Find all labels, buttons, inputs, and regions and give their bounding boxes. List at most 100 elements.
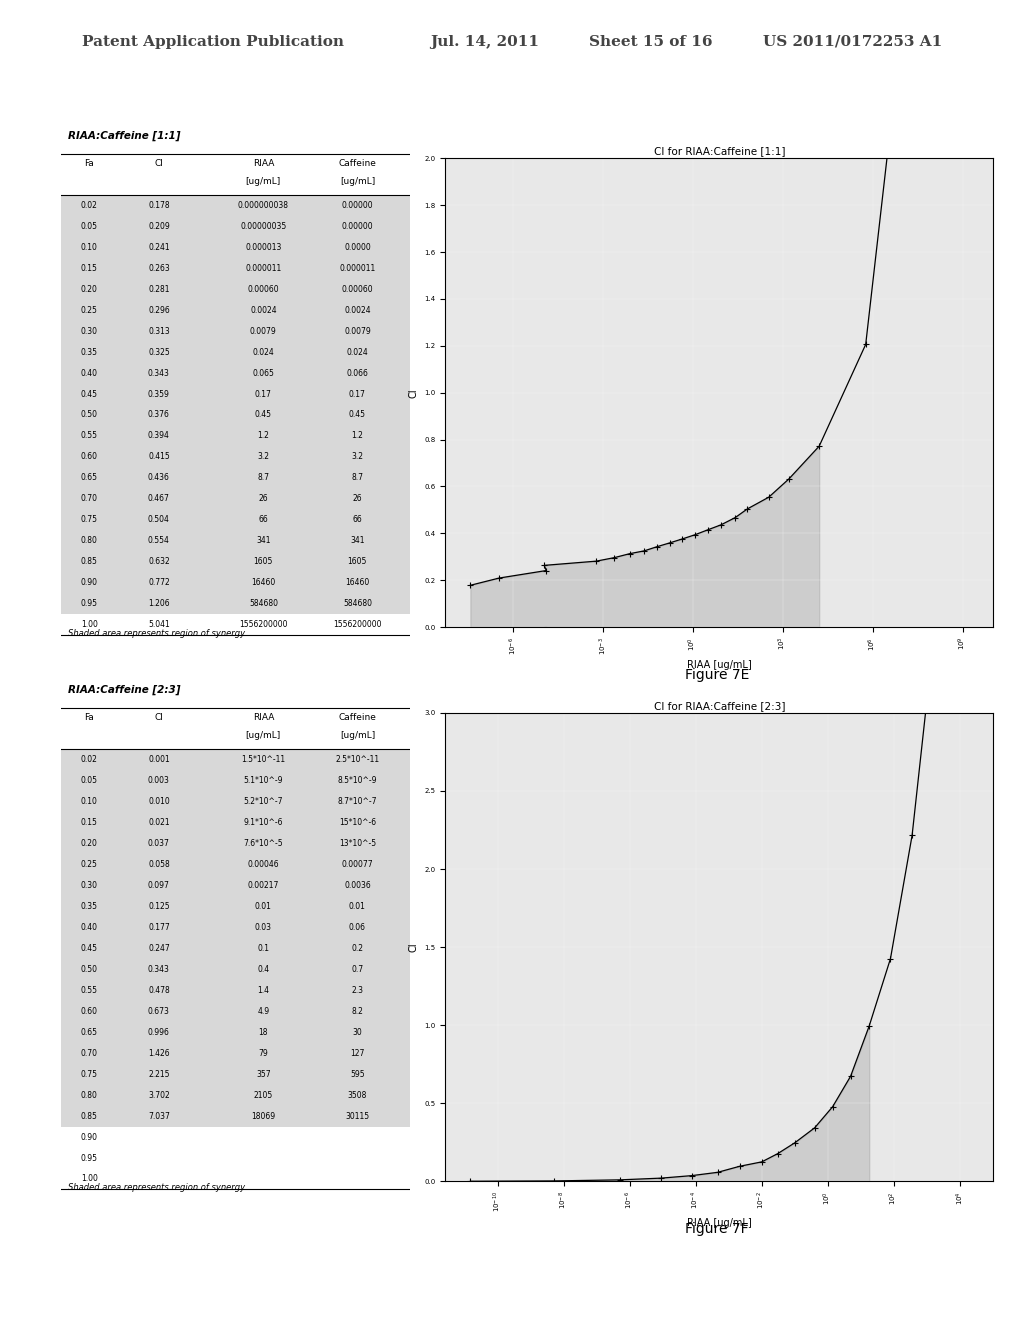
Text: 0.000000038: 0.000000038 bbox=[238, 201, 289, 210]
Text: 0.65: 0.65 bbox=[81, 1028, 98, 1036]
Bar bbox=[61, 812, 410, 833]
Bar bbox=[61, 384, 410, 404]
Text: Shaded area represents region of synergy: Shaded area represents region of synergy bbox=[69, 628, 246, 638]
Bar bbox=[61, 1106, 410, 1126]
Bar bbox=[61, 321, 410, 342]
Text: 0.10: 0.10 bbox=[81, 797, 97, 807]
Text: 1556200000: 1556200000 bbox=[333, 620, 382, 630]
Bar bbox=[61, 939, 410, 958]
Y-axis label: CI: CI bbox=[409, 388, 419, 397]
Text: 0.0000: 0.0000 bbox=[344, 243, 371, 252]
Text: 7.037: 7.037 bbox=[148, 1111, 170, 1121]
Text: 0.7: 0.7 bbox=[351, 965, 364, 974]
Bar bbox=[61, 1022, 410, 1043]
Text: 8.7*10^-7: 8.7*10^-7 bbox=[338, 797, 377, 807]
Text: 0.35: 0.35 bbox=[81, 902, 98, 911]
Bar bbox=[61, 750, 410, 771]
Text: 8.2: 8.2 bbox=[351, 1007, 364, 1016]
Text: 79: 79 bbox=[258, 1048, 268, 1057]
Text: 0.343: 0.343 bbox=[148, 368, 170, 378]
Bar bbox=[61, 404, 410, 425]
Text: 0.4: 0.4 bbox=[257, 965, 269, 974]
Text: 0.35: 0.35 bbox=[81, 347, 98, 356]
Text: 9.1*10^-6: 9.1*10^-6 bbox=[244, 818, 283, 828]
Text: 0.058: 0.058 bbox=[148, 861, 170, 869]
Bar bbox=[61, 195, 410, 216]
Text: RIAA:Caffeine [1:1]: RIAA:Caffeine [1:1] bbox=[69, 131, 181, 141]
Text: 584680: 584680 bbox=[343, 599, 372, 609]
Text: 4.9: 4.9 bbox=[257, 1007, 269, 1016]
Text: 0.00046: 0.00046 bbox=[248, 861, 280, 869]
Bar bbox=[61, 572, 410, 593]
Text: 0.478: 0.478 bbox=[148, 986, 170, 995]
Text: 5.041: 5.041 bbox=[148, 620, 170, 630]
Text: 0.178: 0.178 bbox=[148, 201, 170, 210]
Text: 0.00000035: 0.00000035 bbox=[241, 222, 287, 231]
Bar bbox=[61, 1085, 410, 1106]
Text: Caffeine: Caffeine bbox=[339, 713, 376, 722]
Text: 0.673: 0.673 bbox=[148, 1007, 170, 1016]
Text: 0.70: 0.70 bbox=[81, 494, 98, 503]
Text: 0.50: 0.50 bbox=[81, 965, 98, 974]
Text: 0.313: 0.313 bbox=[148, 326, 170, 335]
Y-axis label: CI: CI bbox=[409, 942, 419, 952]
Text: 0.03: 0.03 bbox=[255, 923, 272, 932]
Text: 0.10: 0.10 bbox=[81, 243, 97, 252]
Text: 0.065: 0.065 bbox=[253, 368, 274, 378]
Bar bbox=[61, 1001, 410, 1022]
Text: 2.5*10^-11: 2.5*10^-11 bbox=[335, 755, 380, 764]
Text: 0.000013: 0.000013 bbox=[245, 243, 282, 252]
Bar bbox=[61, 300, 410, 321]
Text: 0.05: 0.05 bbox=[81, 222, 98, 231]
Text: 0.024: 0.024 bbox=[253, 347, 274, 356]
Text: 1605: 1605 bbox=[254, 557, 273, 566]
Text: 0.097: 0.097 bbox=[148, 880, 170, 890]
Text: 0.70: 0.70 bbox=[81, 1048, 98, 1057]
Text: 0.00060: 0.00060 bbox=[248, 285, 280, 294]
Text: 0.90: 0.90 bbox=[81, 1133, 98, 1142]
Text: 16460: 16460 bbox=[251, 578, 275, 587]
Text: 0.55: 0.55 bbox=[81, 986, 98, 995]
Text: 0.00217: 0.00217 bbox=[248, 880, 280, 890]
Text: 30: 30 bbox=[352, 1028, 362, 1036]
Text: 2.215: 2.215 bbox=[148, 1069, 170, 1078]
Text: 0.394: 0.394 bbox=[148, 432, 170, 441]
Text: 0.75: 0.75 bbox=[81, 1069, 98, 1078]
Text: Patent Application Publication: Patent Application Publication bbox=[82, 34, 344, 49]
Text: 3508: 3508 bbox=[348, 1090, 367, 1100]
Text: 1.00: 1.00 bbox=[81, 1175, 97, 1184]
Text: 0.996: 0.996 bbox=[148, 1028, 170, 1036]
Text: 0.021: 0.021 bbox=[148, 818, 170, 828]
Text: 30115: 30115 bbox=[345, 1111, 370, 1121]
Text: 0.40: 0.40 bbox=[81, 923, 98, 932]
Text: 0.024: 0.024 bbox=[346, 347, 369, 356]
Text: 0.037: 0.037 bbox=[148, 840, 170, 849]
Text: 0.000011: 0.000011 bbox=[339, 264, 376, 273]
Text: 0.95: 0.95 bbox=[81, 1154, 98, 1163]
Text: 8.7: 8.7 bbox=[351, 474, 364, 482]
Bar bbox=[61, 216, 410, 236]
Text: 3.702: 3.702 bbox=[148, 1090, 170, 1100]
Bar bbox=[61, 875, 410, 896]
Text: 1.5*10^-11: 1.5*10^-11 bbox=[242, 755, 286, 764]
Title: CI for RIAA:Caffeine [2:3]: CI for RIAA:Caffeine [2:3] bbox=[653, 701, 785, 710]
Bar bbox=[61, 979, 410, 1001]
Text: [ug/mL]: [ug/mL] bbox=[246, 177, 281, 186]
Text: RIAA:Caffeine [2:3]: RIAA:Caffeine [2:3] bbox=[69, 685, 181, 696]
Text: 0.25: 0.25 bbox=[81, 306, 97, 314]
Text: 0.0036: 0.0036 bbox=[344, 880, 371, 890]
Text: 0.20: 0.20 bbox=[81, 285, 97, 294]
Bar bbox=[61, 854, 410, 875]
Text: 0.376: 0.376 bbox=[148, 411, 170, 420]
Text: 8.7: 8.7 bbox=[257, 474, 269, 482]
Text: 0.554: 0.554 bbox=[148, 536, 170, 545]
Text: Figure 7E: Figure 7E bbox=[685, 668, 749, 681]
Text: 0.359: 0.359 bbox=[148, 389, 170, 399]
Text: 0.415: 0.415 bbox=[148, 453, 170, 462]
Bar bbox=[61, 425, 410, 446]
X-axis label: RIAA [ug/mL]: RIAA [ug/mL] bbox=[687, 1218, 752, 1228]
Bar bbox=[61, 531, 410, 552]
Text: 0.000011: 0.000011 bbox=[245, 264, 282, 273]
Bar bbox=[61, 1064, 410, 1085]
Text: 0.17: 0.17 bbox=[349, 389, 366, 399]
